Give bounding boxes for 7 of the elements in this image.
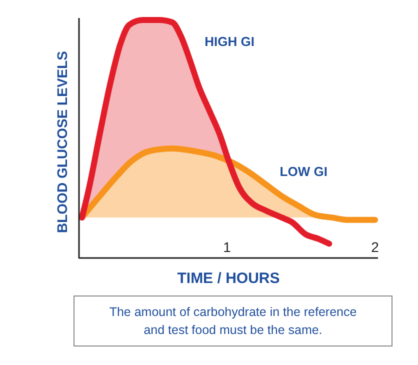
x-axis-title: TIME / HOURS <box>177 270 280 287</box>
y-axis-title: BLOOD GLUCOSE LEVELS <box>54 50 70 234</box>
text: The amount of carbohydrate in the reference and test food must be the same. <box>109 305 357 337</box>
series-label: LOW GI <box>280 164 328 180</box>
series-label: HIGH GI <box>204 34 254 49</box>
x-tick-label: 1 <box>223 239 232 255</box>
x-tick-label: 2 <box>371 239 380 255</box>
